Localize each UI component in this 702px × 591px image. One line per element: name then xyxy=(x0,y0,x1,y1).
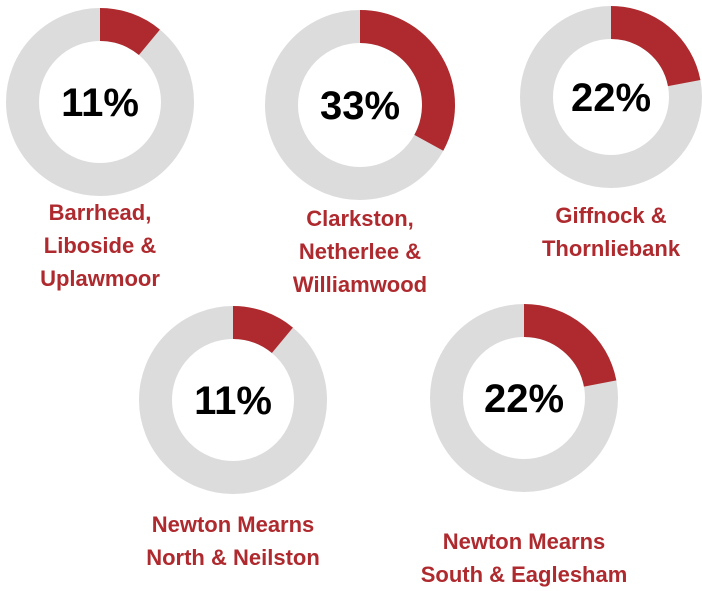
donut-area-label-line: South & Eaglesham xyxy=(420,562,628,587)
donut-area-label-line: Williamwood xyxy=(292,272,428,297)
donut-1: 11% xyxy=(6,8,194,196)
donut-percent-label: 22% xyxy=(484,377,564,421)
donut-percent-label: 11% xyxy=(61,81,139,125)
donut-area-label-line: Newton Mearns xyxy=(442,529,606,554)
donut-3: 22% xyxy=(520,6,702,188)
donut-5: 22% xyxy=(430,304,618,492)
donut-area-label: Clarkston, Netherlee & Williamwood xyxy=(240,202,480,301)
donut-area-label-line: Newton Mearns xyxy=(151,512,315,537)
donut-4: 11% xyxy=(139,306,327,494)
donut-area-label-line: Netherlee & xyxy=(298,239,422,264)
donut-area-label: Barrhead, Liboside & Uplawmoor xyxy=(0,196,220,295)
donut-value-segment xyxy=(232,306,293,354)
donut-area-label: Giffnock & Thornliebank xyxy=(491,199,702,265)
donut-area-label-line: Liboside & xyxy=(43,233,157,258)
donut-value-segment xyxy=(99,8,160,56)
donut-value-segment xyxy=(359,10,455,151)
donut-area-label: Newton Mearns South & Eaglesham xyxy=(404,525,644,591)
donut-percent-label: 11% xyxy=(194,379,272,423)
donut-area-label-line: Clarkston, xyxy=(306,206,414,231)
donut-area-label-line: Giffnock & xyxy=(555,203,667,228)
donut-area-label-line: Barrhead, xyxy=(48,200,152,225)
donut-percent-label: 33% xyxy=(320,84,400,128)
donut-percent-label: 22% xyxy=(571,76,651,120)
donut-value-segment xyxy=(610,6,701,87)
donut-2: 33% xyxy=(265,10,455,200)
donut-area-label: Newton Mearns North & Neilston xyxy=(113,508,353,574)
donut-value-segment xyxy=(523,304,617,388)
donut-area-label-line: North & Neilston xyxy=(146,545,320,570)
donut-area-label-line: Uplawmoor xyxy=(40,266,160,291)
donut-area-label-line: Thornliebank xyxy=(541,236,681,261)
